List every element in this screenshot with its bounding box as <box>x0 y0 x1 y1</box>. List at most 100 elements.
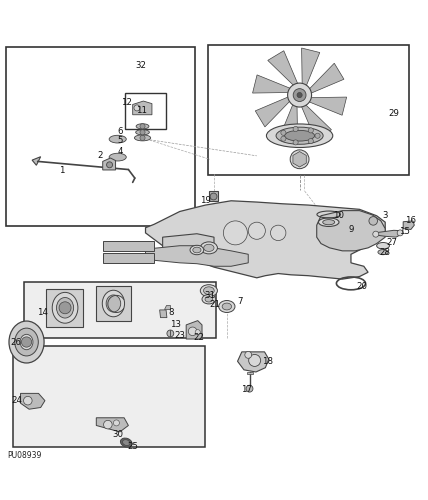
Text: 2: 2 <box>98 152 103 160</box>
Circle shape <box>140 130 145 135</box>
Polygon shape <box>374 230 402 237</box>
Text: 24: 24 <box>12 396 23 405</box>
Circle shape <box>281 130 286 136</box>
Text: 7: 7 <box>237 297 242 306</box>
Polygon shape <box>96 418 128 432</box>
Polygon shape <box>209 191 218 201</box>
Circle shape <box>107 162 113 168</box>
Polygon shape <box>146 201 385 279</box>
Text: 21: 21 <box>210 300 221 309</box>
Circle shape <box>21 337 32 347</box>
Polygon shape <box>293 152 306 167</box>
Text: 31: 31 <box>204 292 215 300</box>
Text: PU08939: PU08939 <box>8 450 42 460</box>
Circle shape <box>293 126 298 132</box>
Ellipse shape <box>190 246 204 254</box>
Text: 3: 3 <box>383 212 388 220</box>
Polygon shape <box>279 104 297 142</box>
Text: 9: 9 <box>348 225 354 234</box>
Ellipse shape <box>136 130 149 135</box>
Ellipse shape <box>318 218 339 226</box>
Circle shape <box>270 225 286 240</box>
Ellipse shape <box>219 300 235 312</box>
Circle shape <box>249 354 261 366</box>
Circle shape <box>397 230 403 236</box>
Polygon shape <box>146 246 248 266</box>
Text: 19: 19 <box>200 196 211 205</box>
Ellipse shape <box>204 244 214 252</box>
Circle shape <box>294 154 305 165</box>
Circle shape <box>246 385 253 392</box>
Polygon shape <box>247 372 253 374</box>
Polygon shape <box>301 104 331 140</box>
Ellipse shape <box>52 292 78 323</box>
Circle shape <box>210 193 217 200</box>
Polygon shape <box>24 282 216 338</box>
Ellipse shape <box>109 154 126 161</box>
Circle shape <box>195 330 200 334</box>
Circle shape <box>140 124 145 129</box>
Polygon shape <box>13 346 205 447</box>
Polygon shape <box>268 50 298 86</box>
Circle shape <box>293 88 306 102</box>
Text: 27: 27 <box>386 238 397 247</box>
Text: 8: 8 <box>169 308 174 316</box>
Text: 16: 16 <box>405 216 416 224</box>
Ellipse shape <box>266 124 333 148</box>
Ellipse shape <box>285 130 315 141</box>
Circle shape <box>59 302 71 314</box>
Text: 15: 15 <box>399 227 410 236</box>
Circle shape <box>245 352 252 358</box>
Circle shape <box>373 231 379 237</box>
Circle shape <box>104 420 112 429</box>
Ellipse shape <box>222 303 232 310</box>
Circle shape <box>293 140 298 145</box>
Text: 32: 32 <box>136 62 147 70</box>
Circle shape <box>297 92 302 98</box>
Circle shape <box>290 150 309 169</box>
Text: 29: 29 <box>388 108 399 118</box>
Ellipse shape <box>15 328 38 356</box>
Text: 13: 13 <box>170 320 181 330</box>
Ellipse shape <box>109 136 126 143</box>
Polygon shape <box>46 290 83 327</box>
Polygon shape <box>32 156 41 166</box>
Ellipse shape <box>134 135 151 141</box>
Circle shape <box>24 396 32 405</box>
Ellipse shape <box>377 242 389 249</box>
Circle shape <box>369 216 377 225</box>
Ellipse shape <box>202 294 216 304</box>
Ellipse shape <box>378 250 388 254</box>
Text: 10: 10 <box>333 212 344 220</box>
Circle shape <box>315 133 320 138</box>
Text: 1: 1 <box>59 166 65 175</box>
Ellipse shape <box>56 298 74 318</box>
Ellipse shape <box>204 287 214 294</box>
Text: 25: 25 <box>127 442 138 452</box>
Circle shape <box>308 128 313 133</box>
Ellipse shape <box>106 295 121 312</box>
Polygon shape <box>103 252 154 263</box>
Text: 28: 28 <box>380 248 391 257</box>
Ellipse shape <box>136 124 149 129</box>
Text: 11: 11 <box>136 106 147 116</box>
Bar <box>6 46 195 226</box>
Circle shape <box>248 222 265 240</box>
Text: 6: 6 <box>117 126 122 136</box>
Ellipse shape <box>200 284 217 296</box>
Polygon shape <box>96 286 131 320</box>
Text: 5: 5 <box>117 136 122 145</box>
Circle shape <box>281 136 286 141</box>
Ellipse shape <box>205 296 213 302</box>
Polygon shape <box>133 101 152 115</box>
Text: 23: 23 <box>174 331 185 340</box>
Ellipse shape <box>193 247 201 253</box>
Text: 14: 14 <box>37 308 48 316</box>
Polygon shape <box>103 240 154 251</box>
Polygon shape <box>160 310 167 318</box>
Polygon shape <box>238 352 269 372</box>
Circle shape <box>140 136 145 140</box>
Circle shape <box>288 83 312 107</box>
Circle shape <box>308 138 313 143</box>
Circle shape <box>134 105 140 111</box>
